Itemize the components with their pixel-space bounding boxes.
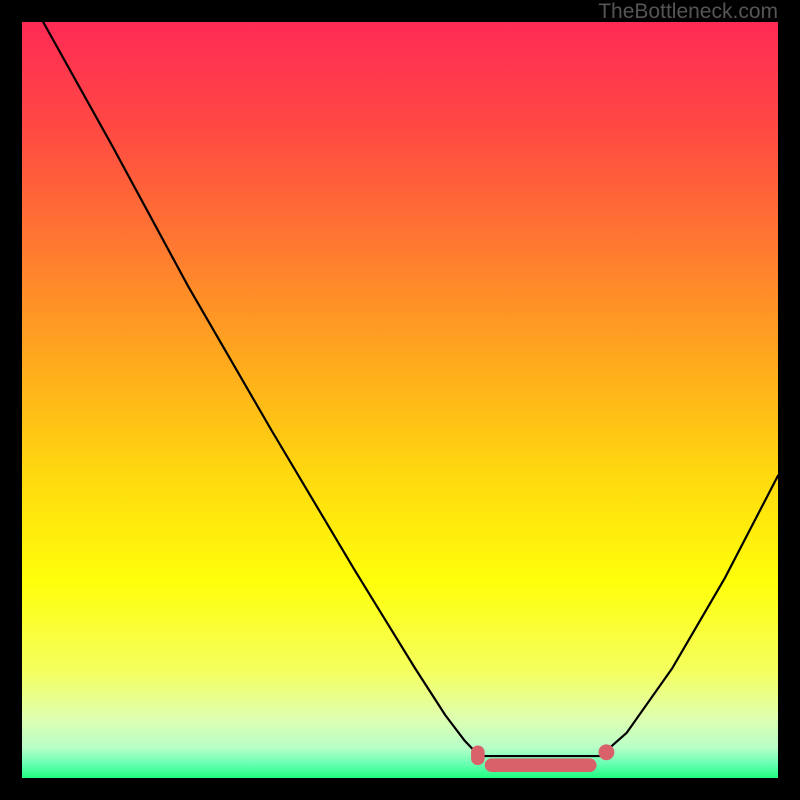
watermark-text: TheBottleneck.com — [598, 0, 778, 24]
plot-area — [22, 22, 778, 778]
marker-bar — [471, 745, 485, 765]
chart-svg — [22, 22, 778, 778]
marker-lozenge — [485, 758, 597, 772]
bottleneck-curve — [43, 22, 778, 756]
marker-dot — [598, 744, 614, 760]
